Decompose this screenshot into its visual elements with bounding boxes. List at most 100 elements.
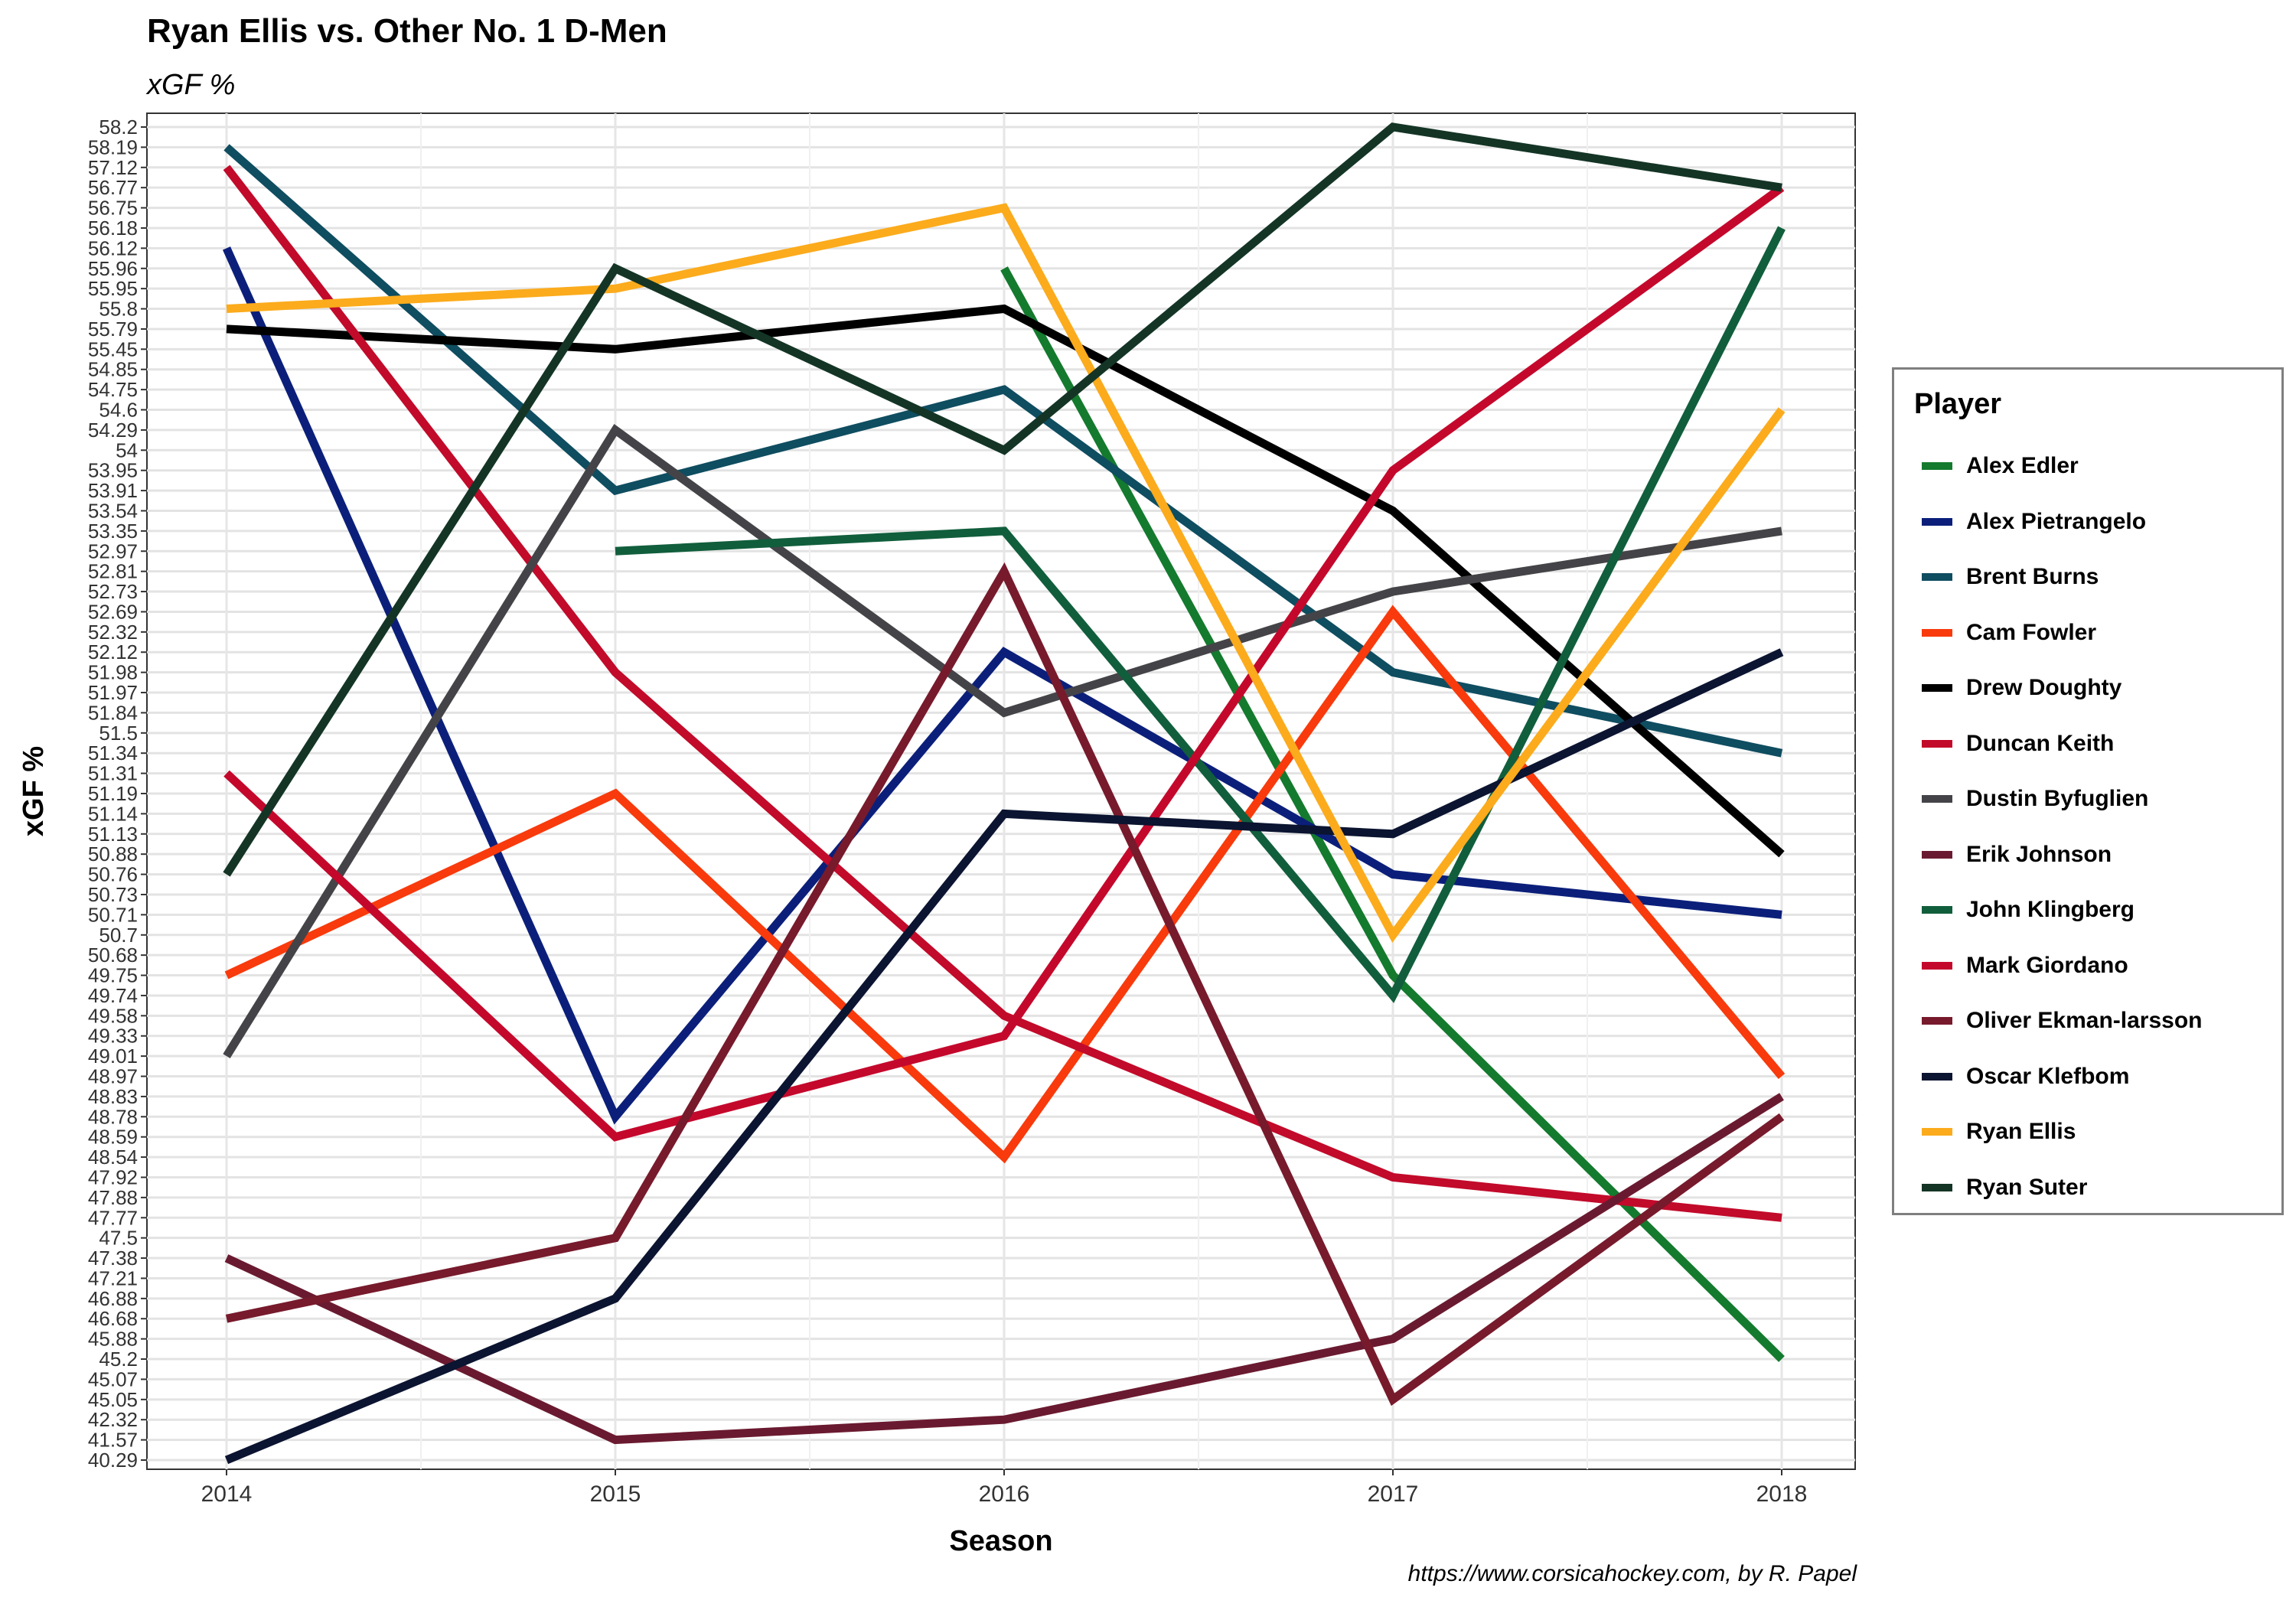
y-tick-label: 53.91 bbox=[88, 479, 138, 502]
series-line-ryan-suter bbox=[223, 122, 1782, 877]
y-tick-label: 52.73 bbox=[88, 580, 138, 603]
chart-title: Ryan Ellis vs. Other No. 1 D-Men bbox=[147, 12, 667, 50]
y-tick-label: 48.78 bbox=[88, 1105, 138, 1128]
legend-item: Mark Giordano bbox=[1922, 943, 2128, 989]
y-tick-label: 48.97 bbox=[88, 1065, 138, 1088]
y-tick-label: 52.69 bbox=[88, 600, 138, 623]
legend-item: Oscar Klefbom bbox=[1922, 1054, 2129, 1100]
y-tick-label: 46.88 bbox=[88, 1287, 138, 1310]
y-tick-label: 49.74 bbox=[88, 984, 138, 1007]
y-tick-label: 54.75 bbox=[88, 378, 138, 401]
y-tick-label: 47.5 bbox=[99, 1227, 138, 1250]
x-axis-title: Season bbox=[949, 1525, 1052, 1557]
y-tick-label: 52.32 bbox=[88, 621, 138, 644]
legend-swatch bbox=[1922, 628, 1952, 637]
y-tick-label: 47.77 bbox=[88, 1206, 138, 1229]
legend: Player Alex Edler Alex Pietrangelo Brent B… bbox=[1892, 367, 2284, 1215]
y-tick-label: 47.92 bbox=[88, 1165, 138, 1188]
legend-item: Oliver Ekman-larsson bbox=[1922, 998, 2202, 1044]
y-tick-label: 51.98 bbox=[88, 661, 138, 684]
y-tick-label: 53.54 bbox=[88, 499, 138, 522]
y-tick-label: 49.75 bbox=[88, 964, 138, 987]
legend-title: Player bbox=[1914, 388, 2002, 420]
y-tick-label: 50.71 bbox=[88, 903, 138, 926]
y-tick-label: 49.01 bbox=[88, 1045, 138, 1068]
y-tick-label: 50.7 bbox=[99, 924, 138, 947]
legend-swatch bbox=[1922, 573, 1952, 581]
series-line-alex-edler bbox=[1000, 266, 1785, 1362]
y-tick-label: 54.85 bbox=[88, 358, 138, 381]
y-tick-label: 50.68 bbox=[88, 944, 138, 966]
legend-swatch bbox=[1922, 1128, 1952, 1136]
legend-item: Drew Doughty bbox=[1922, 665, 2122, 711]
legend-label: Cam Fowler bbox=[1966, 619, 2097, 645]
legend-item: Brent Burns bbox=[1922, 554, 2099, 600]
grid-lines bbox=[147, 113, 1855, 1469]
y-tick-label: 52.81 bbox=[88, 560, 138, 583]
series-line-duncan-keith bbox=[223, 165, 1782, 1222]
legend-swatch bbox=[1922, 684, 1952, 692]
y-tick-label: 50.88 bbox=[88, 843, 138, 865]
series-line-brent-burns bbox=[223, 144, 1783, 758]
y-tick-label: 55.79 bbox=[88, 318, 138, 341]
y-tick-label: 55.95 bbox=[88, 277, 138, 300]
y-tick-label: 54.6 bbox=[99, 399, 138, 422]
legend-item: John Klingberg bbox=[1922, 887, 2135, 933]
legend-label: Alex Edler bbox=[1966, 453, 2079, 478]
legend-label: Ryan Ellis bbox=[1966, 1119, 2076, 1144]
legend-label: Drew Doughty bbox=[1966, 675, 2122, 700]
legend-swatch bbox=[1922, 1017, 1952, 1025]
y-tick-label: 55.8 bbox=[99, 298, 138, 321]
y-tick-label: 51.31 bbox=[88, 762, 138, 785]
y-tick-label: 53.95 bbox=[88, 459, 138, 482]
y-tick-label: 56.18 bbox=[88, 217, 138, 240]
legend-item: Alex Edler bbox=[1922, 443, 2079, 489]
y-tick-label: 56.12 bbox=[88, 236, 138, 259]
legend-item: Cam Fowler bbox=[1922, 610, 2096, 656]
legend-label: Oscar Klefbom bbox=[1966, 1063, 2130, 1089]
y-tick-label: 52.12 bbox=[88, 641, 138, 663]
y-tick-label: 51.97 bbox=[88, 681, 138, 704]
x-axis-ticks: 2014 2015 2016 2017 2018 bbox=[201, 1469, 1808, 1507]
series-line-oscar-klefbom bbox=[224, 648, 1784, 1465]
y-tick-label: 54.29 bbox=[88, 419, 138, 442]
x-tick-label: 2018 bbox=[1756, 1482, 1808, 1507]
legend-item: Ryan Suter bbox=[1922, 1165, 2087, 1211]
legend-item: Dustin Byfuglien bbox=[1922, 776, 2148, 822]
y-tick-label: 48.59 bbox=[88, 1126, 138, 1149]
legend-label: Oliver Ekman-larsson bbox=[1966, 1008, 2203, 1033]
y-tick-label: 41.57 bbox=[88, 1429, 138, 1452]
y-tick-label: 49.58 bbox=[88, 1004, 138, 1027]
series-line-drew-doughty bbox=[226, 304, 1785, 858]
series-line-john-klingberg bbox=[615, 226, 1786, 1003]
legend-swatch bbox=[1922, 517, 1952, 526]
y-tick-label: 58.19 bbox=[88, 135, 138, 158]
legend-label: John Klingberg bbox=[1966, 897, 2135, 922]
legend-label: Erik Johnson bbox=[1966, 841, 2112, 867]
x-tick-label: 2017 bbox=[1368, 1482, 1419, 1507]
series-line-oliver-ekman-larsson bbox=[225, 562, 1785, 1407]
y-tick-label: 49.33 bbox=[88, 1025, 138, 1048]
y-tick-label: 58.2 bbox=[99, 116, 138, 139]
legend-label: Brent Burns bbox=[1966, 564, 2099, 589]
legend-swatch bbox=[1922, 961, 1952, 970]
series-line-alex-pietrangelo bbox=[222, 246, 1782, 1125]
series-lines bbox=[222, 122, 1786, 1465]
y-tick-label: 48.54 bbox=[88, 1146, 138, 1169]
series-line-dustin-byfuglien bbox=[223, 423, 1782, 1059]
x-tick-label: 2016 bbox=[979, 1482, 1030, 1507]
y-tick-label: 55.45 bbox=[88, 337, 138, 360]
legend-swatch bbox=[1922, 1183, 1952, 1191]
legend-label: Mark Giordano bbox=[1966, 952, 2128, 978]
y-tick-label: 51.5 bbox=[99, 722, 138, 745]
legend-swatch bbox=[1922, 739, 1952, 748]
series-line-ryan-ellis bbox=[226, 203, 1786, 944]
legend-item: Alex Pietrangelo bbox=[1922, 499, 2146, 545]
y-tick-label: 46.68 bbox=[88, 1307, 138, 1330]
y-tick-label: 56.77 bbox=[88, 176, 138, 199]
y-tick-label: 45.05 bbox=[88, 1388, 138, 1411]
legend-swatch bbox=[1922, 795, 1952, 803]
y-axis-ticks: 40.2941.5742.3245.0545.0745.245.8846.684… bbox=[88, 116, 147, 1472]
series-line-erik-johnson bbox=[224, 1093, 1784, 1445]
